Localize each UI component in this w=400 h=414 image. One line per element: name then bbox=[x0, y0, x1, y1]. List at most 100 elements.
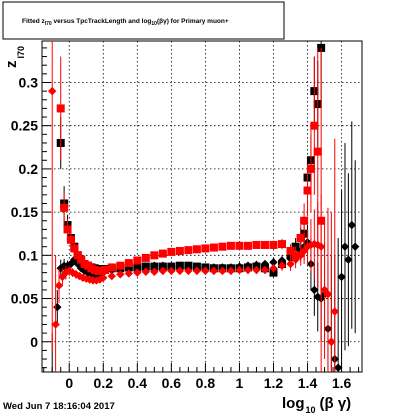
y-tick-label-6: 0.3 bbox=[19, 74, 39, 90]
y-axis-title: z I70 bbox=[3, 46, 26, 68]
data-point bbox=[141, 262, 150, 271]
data-point bbox=[158, 266, 168, 276]
data-point bbox=[226, 266, 236, 276]
data-point bbox=[60, 203, 69, 212]
data-point bbox=[209, 266, 219, 276]
data-point bbox=[133, 256, 142, 265]
y-tick-label-1: 0.05 bbox=[11, 291, 38, 307]
data-point bbox=[327, 337, 336, 346]
y-tick-label-5: 0.25 bbox=[11, 118, 38, 134]
data-point bbox=[56, 104, 65, 113]
title-middle-sub: 10 bbox=[151, 21, 157, 27]
data-point bbox=[337, 272, 346, 282]
data-point bbox=[347, 220, 356, 230]
x-axis-title: log10 (β γ) bbox=[282, 395, 351, 414]
y-tick-label-0: 0 bbox=[30, 334, 38, 350]
data-point bbox=[58, 272, 67, 282]
y-axis-title-sub: I70 bbox=[16, 46, 26, 59]
timestamp: Wed Jun 7 18:16:04 2017 bbox=[3, 401, 115, 412]
ticks: 0 0.2 0.4 0.6 0.8 1 1.2 1.4 1.6 0 0.05 0.1 0.15 0.2 0.… bbox=[11, 47, 360, 391]
x-axis-title-main: log bbox=[282, 395, 305, 412]
series-3-square-red bbox=[56, 47, 326, 372]
data-point bbox=[313, 147, 322, 156]
data-point bbox=[150, 251, 159, 260]
data-point bbox=[350, 242, 360, 251]
data-point bbox=[184, 246, 193, 255]
data-series bbox=[48, 41, 360, 372]
series-2-diamond-red bbox=[48, 41, 339, 372]
x-tick-label-6: 1.2 bbox=[264, 375, 284, 391]
title-prefix: Fitted z bbox=[22, 18, 45, 25]
data-point bbox=[330, 307, 339, 316]
data-point bbox=[310, 239, 319, 249]
data-point bbox=[201, 266, 210, 276]
data-point bbox=[252, 240, 261, 249]
chart-title: Fitted zI70 versus TpcTrackLength and lo… bbox=[2, 1, 285, 40]
data-point bbox=[317, 216, 326, 225]
data-point bbox=[158, 262, 167, 271]
data-point bbox=[303, 186, 312, 195]
data-point bbox=[175, 247, 184, 256]
data-point bbox=[323, 290, 333, 299]
data-point bbox=[175, 261, 184, 270]
data-point bbox=[243, 241, 252, 250]
x-tick-label-8: 1.6 bbox=[332, 375, 352, 391]
data-point bbox=[124, 263, 133, 272]
x-tick-label-7: 1.4 bbox=[298, 375, 318, 391]
data-point bbox=[243, 265, 253, 275]
data-point bbox=[150, 262, 159, 271]
data-point bbox=[82, 274, 91, 283]
data-point bbox=[252, 265, 261, 275]
data-point bbox=[63, 225, 72, 234]
data-point bbox=[184, 266, 193, 276]
data-point bbox=[218, 242, 227, 251]
x-axis-title-tail: (β γ) bbox=[320, 395, 352, 412]
data-point bbox=[296, 234, 305, 243]
data-point bbox=[107, 263, 116, 272]
x-tick-label-4: 0.8 bbox=[196, 375, 216, 391]
data-point bbox=[291, 251, 300, 260]
data-point bbox=[260, 265, 270, 275]
data-point bbox=[66, 235, 75, 244]
data-point bbox=[133, 268, 142, 277]
title-box bbox=[2, 1, 285, 40]
data-point bbox=[310, 285, 319, 295]
data-point bbox=[340, 242, 350, 251]
data-point bbox=[218, 266, 227, 276]
y-tick-label-3: 0.15 bbox=[11, 204, 38, 220]
data-point bbox=[269, 258, 278, 267]
data-point bbox=[192, 245, 201, 254]
data-point bbox=[192, 262, 201, 271]
y-tick-label-2: 0.1 bbox=[19, 247, 39, 263]
y-tick-label-4: 0.2 bbox=[19, 161, 39, 177]
data-point bbox=[235, 241, 244, 250]
title-text: Fitted zI70 versus TpcTrackLength and lo… bbox=[22, 18, 229, 27]
data-point bbox=[192, 266, 202, 276]
data-point bbox=[175, 266, 185, 276]
y-axis-title-main: z bbox=[3, 61, 20, 69]
data-point bbox=[158, 249, 167, 258]
data-point bbox=[209, 243, 218, 252]
x-tick-label-1: 0.2 bbox=[94, 375, 114, 391]
data-point bbox=[116, 261, 125, 270]
data-point bbox=[310, 121, 319, 130]
x-tick-label-2: 0.4 bbox=[128, 375, 148, 391]
data-point bbox=[167, 262, 176, 271]
data-point bbox=[124, 269, 134, 278]
data-point bbox=[100, 266, 109, 275]
data-point bbox=[51, 320, 60, 329]
data-point bbox=[77, 255, 86, 264]
data-point bbox=[269, 240, 278, 249]
data-point bbox=[48, 86, 57, 96]
data-point bbox=[184, 261, 193, 270]
data-point bbox=[99, 273, 108, 282]
data-point bbox=[167, 247, 176, 256]
data-point bbox=[141, 267, 151, 276]
data-point bbox=[286, 247, 295, 256]
data-point bbox=[133, 263, 142, 272]
x-tick-label-3: 0.6 bbox=[162, 375, 182, 391]
data-point bbox=[277, 261, 287, 270]
x-axis-title-sub: 10 bbox=[306, 405, 316, 414]
data-point bbox=[141, 253, 150, 262]
